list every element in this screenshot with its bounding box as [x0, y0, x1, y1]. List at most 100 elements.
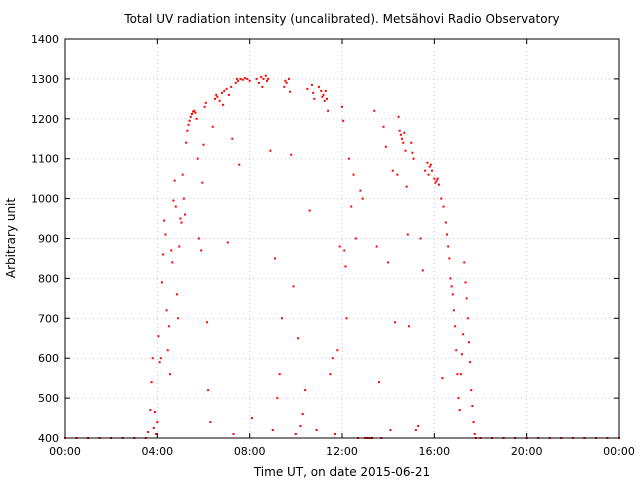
data-point [315, 429, 318, 432]
data-point [260, 75, 263, 78]
data-point [417, 425, 420, 428]
data-point [237, 79, 240, 82]
data-point [169, 373, 172, 376]
data-point [446, 233, 449, 236]
data-point [280, 317, 283, 320]
data-point [466, 317, 469, 320]
data-point [265, 79, 268, 82]
data-point [310, 83, 313, 86]
data-point [230, 85, 233, 88]
data-point [181, 173, 184, 176]
data-point [290, 153, 293, 156]
data-point [195, 117, 198, 120]
data-point [248, 79, 251, 82]
data-point [427, 173, 430, 176]
data-point [196, 157, 199, 160]
data-point [188, 119, 191, 122]
data-point [459, 373, 462, 376]
data-point [179, 217, 182, 220]
data-point [322, 93, 325, 96]
data-point [407, 325, 410, 328]
data-point [285, 81, 288, 84]
grid-lines [65, 39, 619, 438]
data-point [377, 381, 380, 384]
data-point [255, 77, 258, 80]
data-point [149, 409, 152, 412]
data-point [463, 261, 466, 264]
data-point [347, 157, 350, 160]
data-point [262, 77, 265, 80]
data-point [178, 245, 181, 248]
data-point [175, 293, 178, 296]
data-point [234, 81, 237, 84]
data-point [156, 421, 159, 424]
data-point [287, 77, 290, 80]
x-tick-label: 00:00 [603, 445, 635, 458]
data-point [177, 317, 180, 320]
data-point [297, 337, 300, 340]
data-point [225, 87, 228, 90]
y-tick-label: 1300 [31, 73, 59, 86]
data-point [375, 245, 378, 248]
data-point [166, 349, 169, 352]
data-point [222, 103, 225, 106]
data-point [391, 169, 394, 172]
data-point [352, 173, 355, 176]
y-tick-label: 1100 [31, 153, 59, 166]
y-tick-label: 900 [38, 233, 59, 246]
x-tick-label: 00:00 [49, 445, 81, 458]
data-point [202, 143, 205, 146]
data-point [304, 389, 307, 392]
data-point [469, 361, 472, 364]
data-point [147, 431, 150, 434]
data-point [216, 95, 219, 98]
data-point [402, 141, 405, 144]
data-point [452, 309, 455, 312]
data-point [454, 325, 457, 328]
data-point [164, 233, 167, 236]
data-point [174, 205, 177, 208]
data-point [320, 89, 323, 92]
data-point [455, 349, 458, 352]
data-point [324, 89, 327, 92]
data-point [278, 373, 281, 376]
data-point [201, 181, 204, 184]
data-point [172, 199, 175, 202]
data-point [204, 101, 207, 104]
data-point [223, 89, 226, 92]
data-point [467, 341, 470, 344]
data-point [170, 249, 173, 252]
data-point [435, 179, 438, 182]
data-point [341, 105, 343, 108]
data-point [194, 111, 197, 114]
data-point [410, 141, 413, 144]
data-point [433, 177, 436, 180]
data-point [151, 357, 154, 360]
data-point [301, 413, 304, 416]
data-point [470, 389, 473, 392]
y-axis-label: Arbitrary unit [4, 198, 18, 278]
chart-title: Total UV radiation intensity (uncalibrat… [123, 12, 559, 26]
data-point [232, 433, 235, 436]
data-point [162, 253, 165, 256]
data-point [308, 209, 311, 212]
data-point [456, 373, 459, 376]
data-point [313, 97, 316, 100]
data-point [218, 99, 221, 102]
data-point [238, 163, 241, 166]
data-point [184, 213, 187, 216]
data-point [329, 373, 332, 376]
data-point [200, 249, 203, 252]
y-tick-label: 1200 [31, 113, 59, 126]
data-point [215, 93, 218, 96]
data-point [211, 125, 214, 128]
data-point [462, 333, 465, 336]
data-point [214, 97, 217, 100]
data-point [411, 151, 414, 154]
data-point [389, 429, 392, 432]
data-point [312, 91, 315, 94]
data-point [292, 285, 295, 288]
data-point [157, 335, 160, 338]
data-point [182, 197, 185, 200]
data-point [331, 357, 334, 360]
